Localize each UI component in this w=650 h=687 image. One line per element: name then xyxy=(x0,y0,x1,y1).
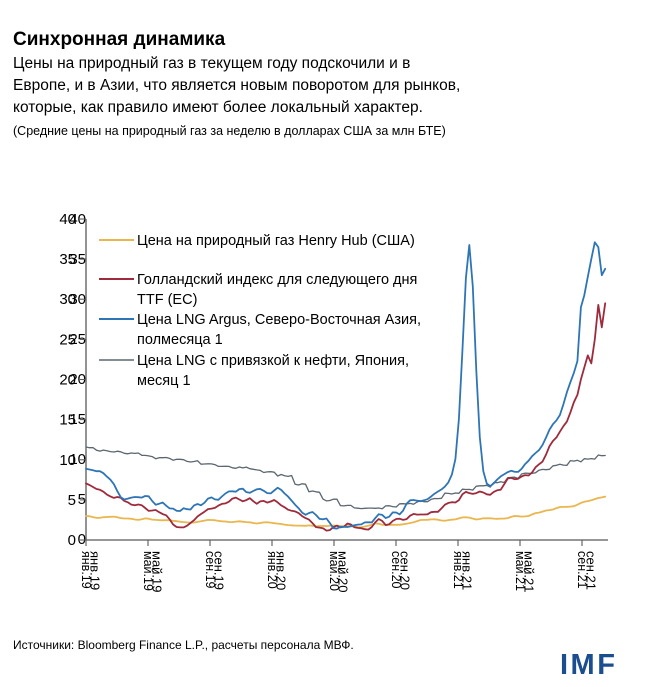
svg-text:янв.20: янв.20 xyxy=(274,551,289,590)
svg-text:май.20: май.20 xyxy=(336,551,351,593)
svg-text:сен.21: сен.21 xyxy=(584,551,599,590)
svg-text:35: 35 xyxy=(59,251,76,268)
svg-text:5: 5 xyxy=(68,492,76,509)
svg-text:0: 0 xyxy=(68,532,76,549)
svg-text:30: 30 xyxy=(59,291,76,308)
svg-text:май.21: май.21 xyxy=(522,551,537,593)
svg-text:май.19: май.19 xyxy=(150,551,165,593)
svg-text:25: 25 xyxy=(59,331,76,348)
svg-text:сен.19: сен.19 xyxy=(212,551,227,590)
svg-text:40: 40 xyxy=(59,211,76,228)
svg-text:янв.19: янв.19 xyxy=(88,551,103,590)
svg-text:10: 10 xyxy=(59,452,76,469)
svg-text:сен.20: сен.20 xyxy=(398,551,413,590)
svg-text:20: 20 xyxy=(59,372,76,389)
svg-text:15: 15 xyxy=(59,412,76,429)
svg-text:янв.21: янв.21 xyxy=(460,551,475,590)
